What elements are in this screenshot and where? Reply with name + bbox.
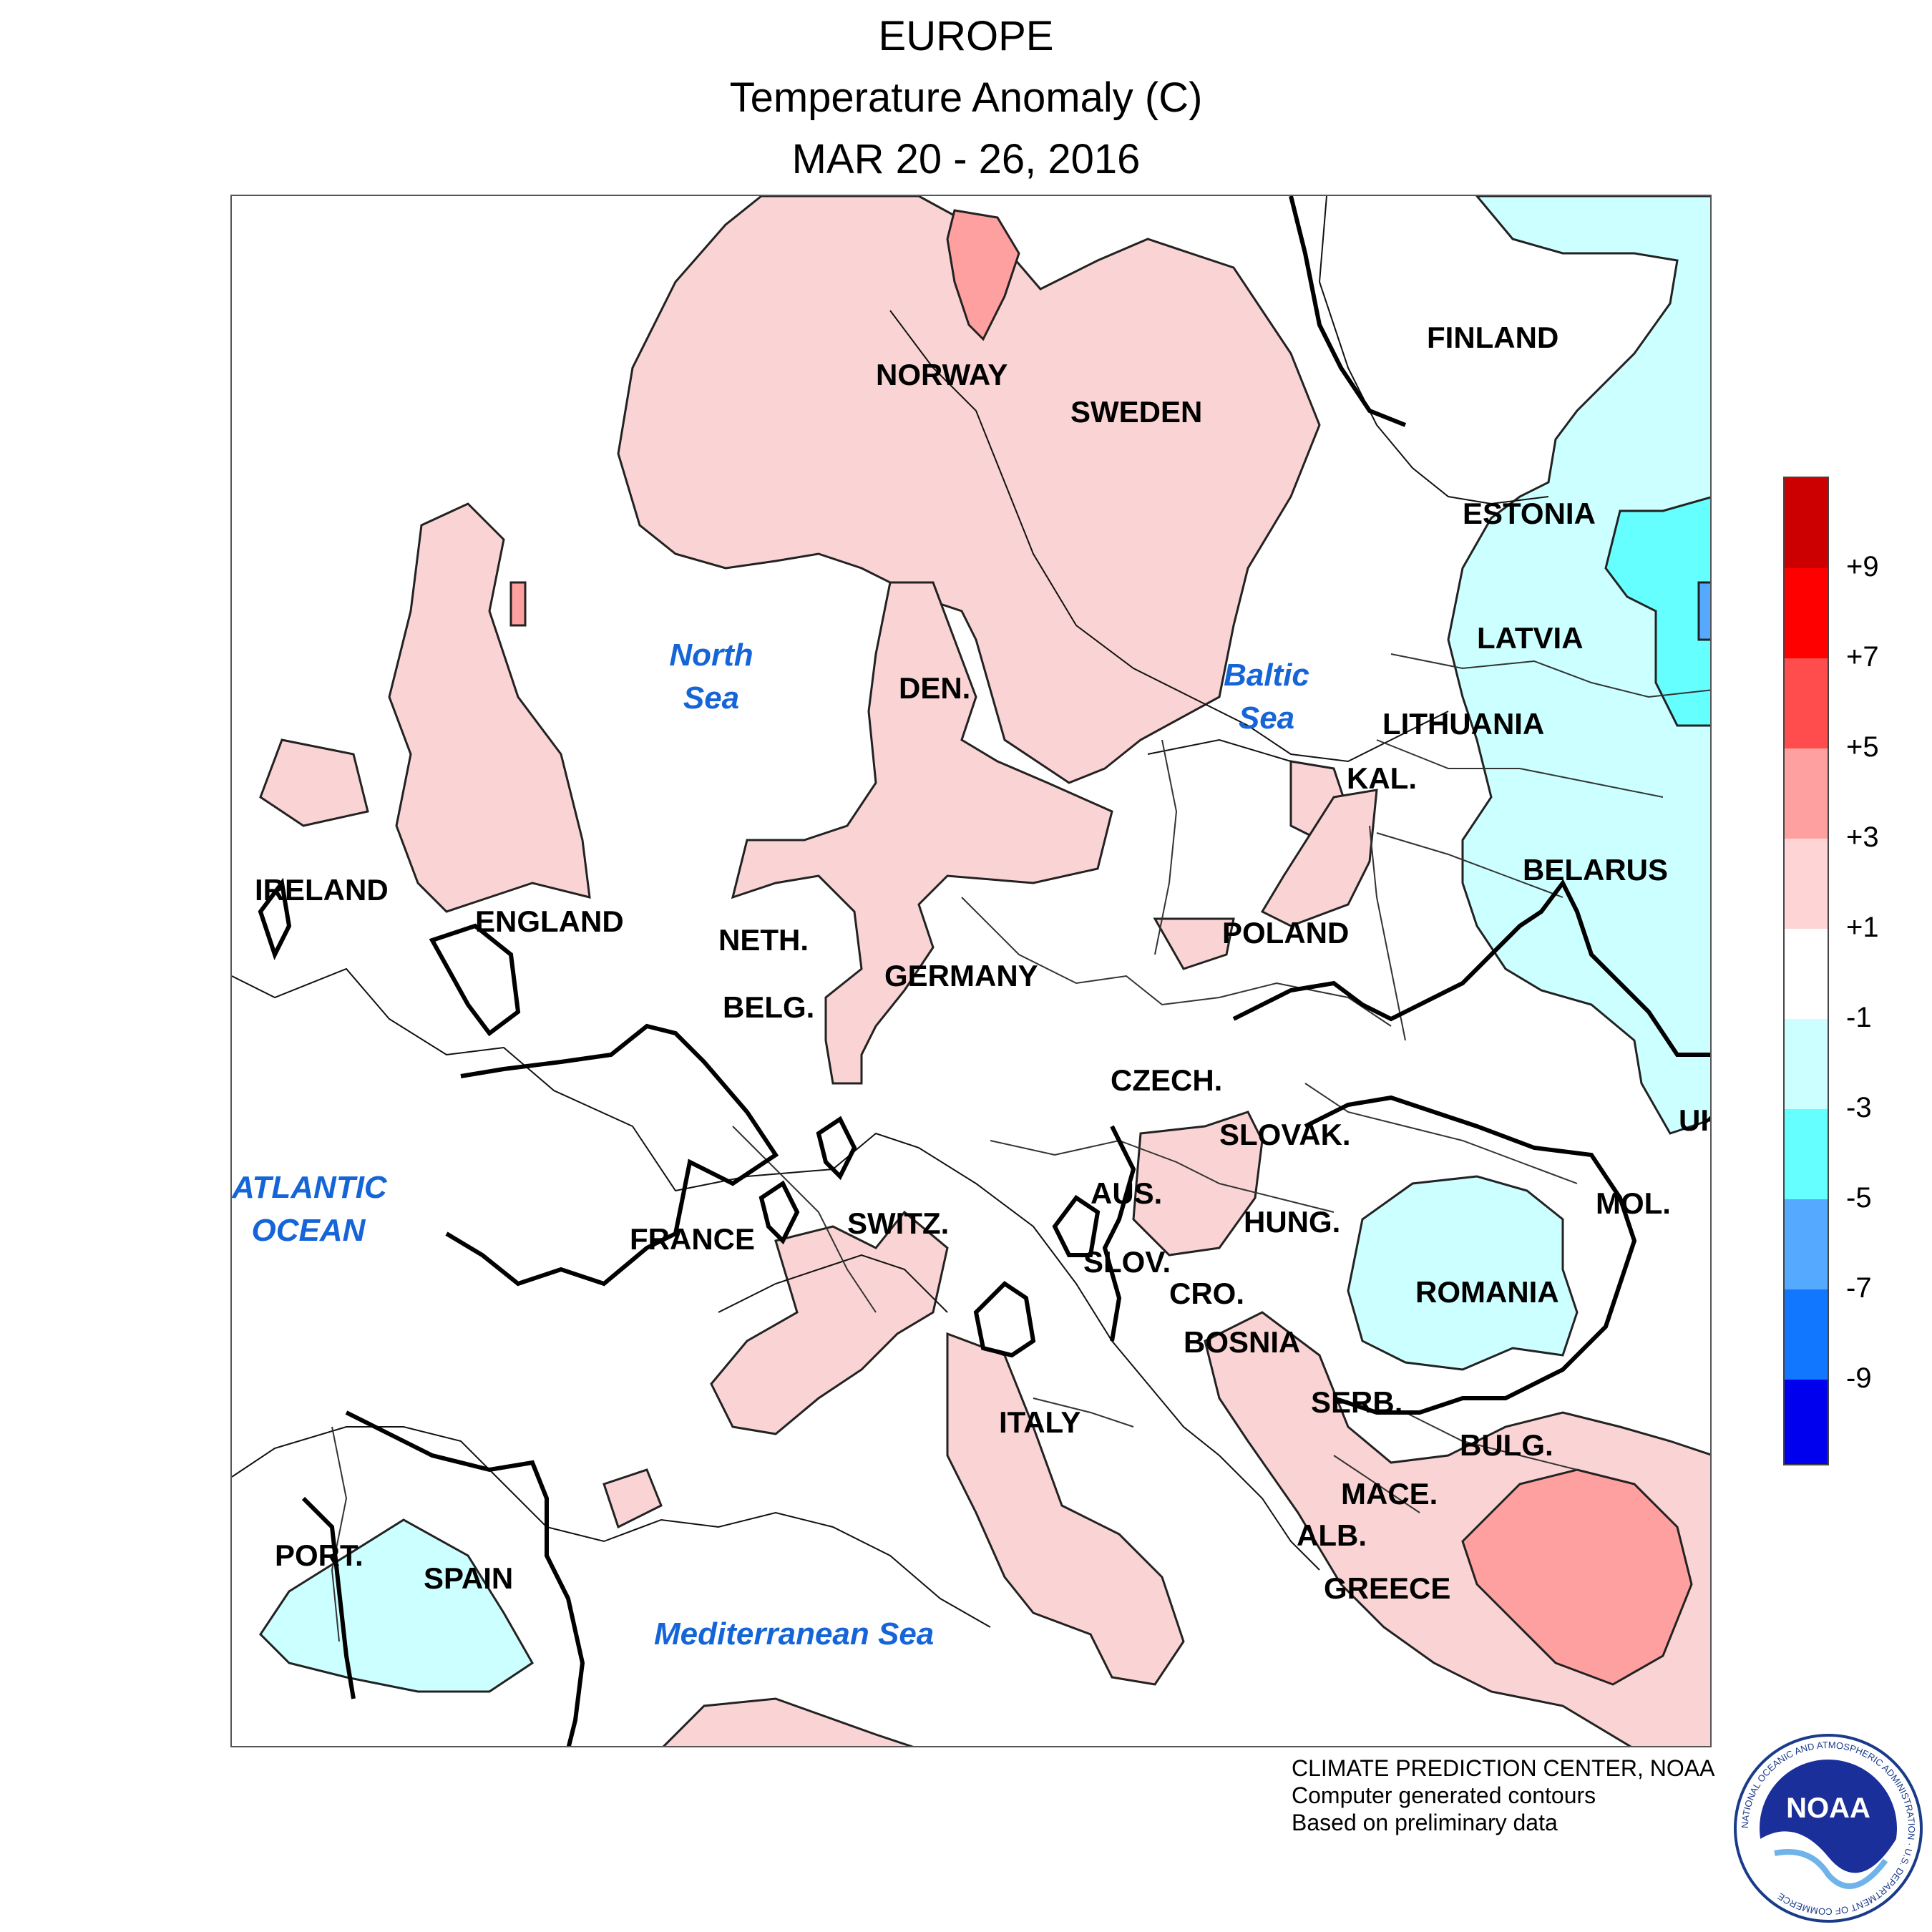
legend-swatch [1785, 568, 1828, 658]
legend-swatch [1785, 748, 1828, 839]
label-norway: NORWAY [876, 358, 1008, 391]
label-czech: CZECH. [1111, 1063, 1223, 1097]
spain-east-warm-region [602, 1468, 663, 1529]
credits-method: Computer generated contours [1292, 1782, 1596, 1808]
credits: CLIMATE PREDICTION CENTER, NOAA Computer… [1292, 1755, 1714, 1836]
label-serb: SERB. [1311, 1385, 1403, 1419]
legend-swatch [1785, 658, 1828, 748]
britain-warm-region [388, 502, 591, 913]
label-spain: SPAIN [424, 1561, 514, 1595]
legend-label: -9 [1846, 1362, 1872, 1394]
denmark-germany-warm-region [731, 581, 1113, 1085]
poland-warm-region [1260, 789, 1378, 927]
legend-swatch [1785, 929, 1828, 1019]
label-lithuania: LITHUANIA [1382, 707, 1545, 741]
anomaly-map [232, 196, 1710, 1746]
label-finland: FINLAND [1427, 321, 1559, 354]
label-england: ENGLAND [475, 904, 624, 938]
legend-label: -3 [1846, 1092, 1872, 1123]
norway-coast-strong-warm [946, 209, 1020, 341]
strong-cold-anomaly-regions [1604, 496, 1710, 727]
label-slov: SLOV. [1083, 1245, 1171, 1279]
warm-anomaly-regions [259, 196, 1710, 1746]
label-atlantic-ocean: ATLANTIC OCEAN [232, 1170, 387, 1248]
russia-stronger-cold [1697, 581, 1710, 641]
ireland-warm-region [259, 738, 369, 827]
credits-data-note: Based on preliminary data [1292, 1810, 1558, 1835]
label-bosnia: BOSNIA [1184, 1325, 1301, 1359]
north-africa-warm-region [662, 1697, 914, 1746]
map-title: EUROPE Temperature Anomaly (C) MAR 20 - … [0, 6, 1932, 190]
label-romania: ROMANIA [1415, 1275, 1559, 1309]
legend-label: -5 [1846, 1182, 1872, 1214]
label-north-sea: North Sea [669, 638, 753, 716]
label-baltic-sea: Baltic Sea [1224, 658, 1309, 736]
zero-contours [258, 196, 1710, 1746]
label-mace: MACE. [1341, 1477, 1438, 1511]
legend-swatch [1785, 1199, 1828, 1289]
label-switz: SWITZ. [847, 1206, 950, 1240]
title-region: EUROPE [878, 13, 1054, 59]
scotland-strong-warm [509, 581, 527, 627]
label-aus: AUS. [1091, 1176, 1163, 1210]
legend-swatch [1785, 478, 1828, 568]
label-cro: CRO. [1169, 1277, 1244, 1310]
legend-label: +1 [1846, 912, 1879, 943]
label-kal: KAL. [1347, 761, 1417, 795]
legend-label: +9 [1846, 551, 1879, 582]
label-poland: POLAND [1222, 916, 1350, 950]
turkey-strong-warm [1461, 1468, 1693, 1686]
label-bulg: BULG. [1460, 1428, 1553, 1462]
austria-warm-region [1132, 1111, 1264, 1257]
iberia-cold-region [259, 1518, 534, 1693]
label-den: DEN. [899, 671, 971, 705]
coastlines [232, 196, 1549, 1628]
label-slovak: SLOVAK. [1219, 1118, 1351, 1151]
romania-cold-region [1347, 1175, 1579, 1371]
borders [331, 653, 1710, 1642]
label-uk: UK [1679, 1103, 1710, 1137]
legend-swatch [1785, 1380, 1828, 1464]
label-latvia: LATVIA [1477, 621, 1584, 655]
title-variable: Temperature Anomaly (C) [729, 74, 1203, 121]
legend-swatch [1785, 1019, 1828, 1109]
label-italy: ITALY [999, 1405, 1081, 1439]
legend-swatch [1785, 1289, 1828, 1380]
credits-agency: CLIMATE PREDICTION CENTER, NOAA [1292, 1755, 1715, 1781]
label-greece: GREECE [1324, 1571, 1451, 1605]
strong-warm-anomaly-regions [509, 209, 1693, 1686]
russia-strong-cold [1604, 496, 1710, 727]
label-mol: MOL. [1596, 1186, 1671, 1220]
italy-warm-region [946, 1332, 1185, 1686]
alps-warm-region [1153, 917, 1235, 970]
label-germany: GERMANY [884, 959, 1038, 992]
scandinavia-warm-region [617, 196, 1321, 784]
label-alb: ALB. [1297, 1518, 1367, 1552]
label-port: PORT. [275, 1538, 364, 1572]
title-dates: MAR 20 - 26, 2016 [791, 136, 1141, 182]
label-estonia: ESTONIA [1463, 497, 1596, 530]
label-sweden: SWEDEN [1070, 395, 1203, 429]
legend-label: -7 [1846, 1272, 1872, 1304]
baltic-states-cold-region [1447, 196, 1710, 1135]
label-belarus: BELARUS [1523, 853, 1669, 887]
svg-text:NOAA: NOAA [1786, 1792, 1870, 1824]
cold-anomaly-regions [259, 196, 1710, 1693]
legend-label: +3 [1846, 821, 1879, 853]
noaa-logo-icon: NOAA NATIONAL OCEANIC AND ATMOSPHERIC AD… [1734, 1734, 1923, 1923]
label-ireland: IRELAND [255, 873, 389, 907]
label-france: FRANCE [630, 1222, 755, 1256]
label-neth: NETH. [718, 923, 809, 957]
label-mediterranean-sea: Mediterranean Sea [654, 1616, 935, 1652]
legend-label: +7 [1846, 641, 1879, 673]
southfrance-warm-region [710, 1210, 949, 1435]
legend-label: -1 [1846, 1002, 1872, 1033]
color-legend [1783, 477, 1829, 1465]
legend-swatch [1785, 1109, 1828, 1199]
map-panel: NORWAY SWEDEN FINLAND ESTONIA LATVIA LIT… [230, 195, 1712, 1747]
label-belg: BELG. [723, 990, 815, 1024]
label-hung: HUNG. [1244, 1205, 1341, 1239]
legend-label: +5 [1846, 731, 1879, 763]
legend-swatch [1785, 839, 1828, 929]
